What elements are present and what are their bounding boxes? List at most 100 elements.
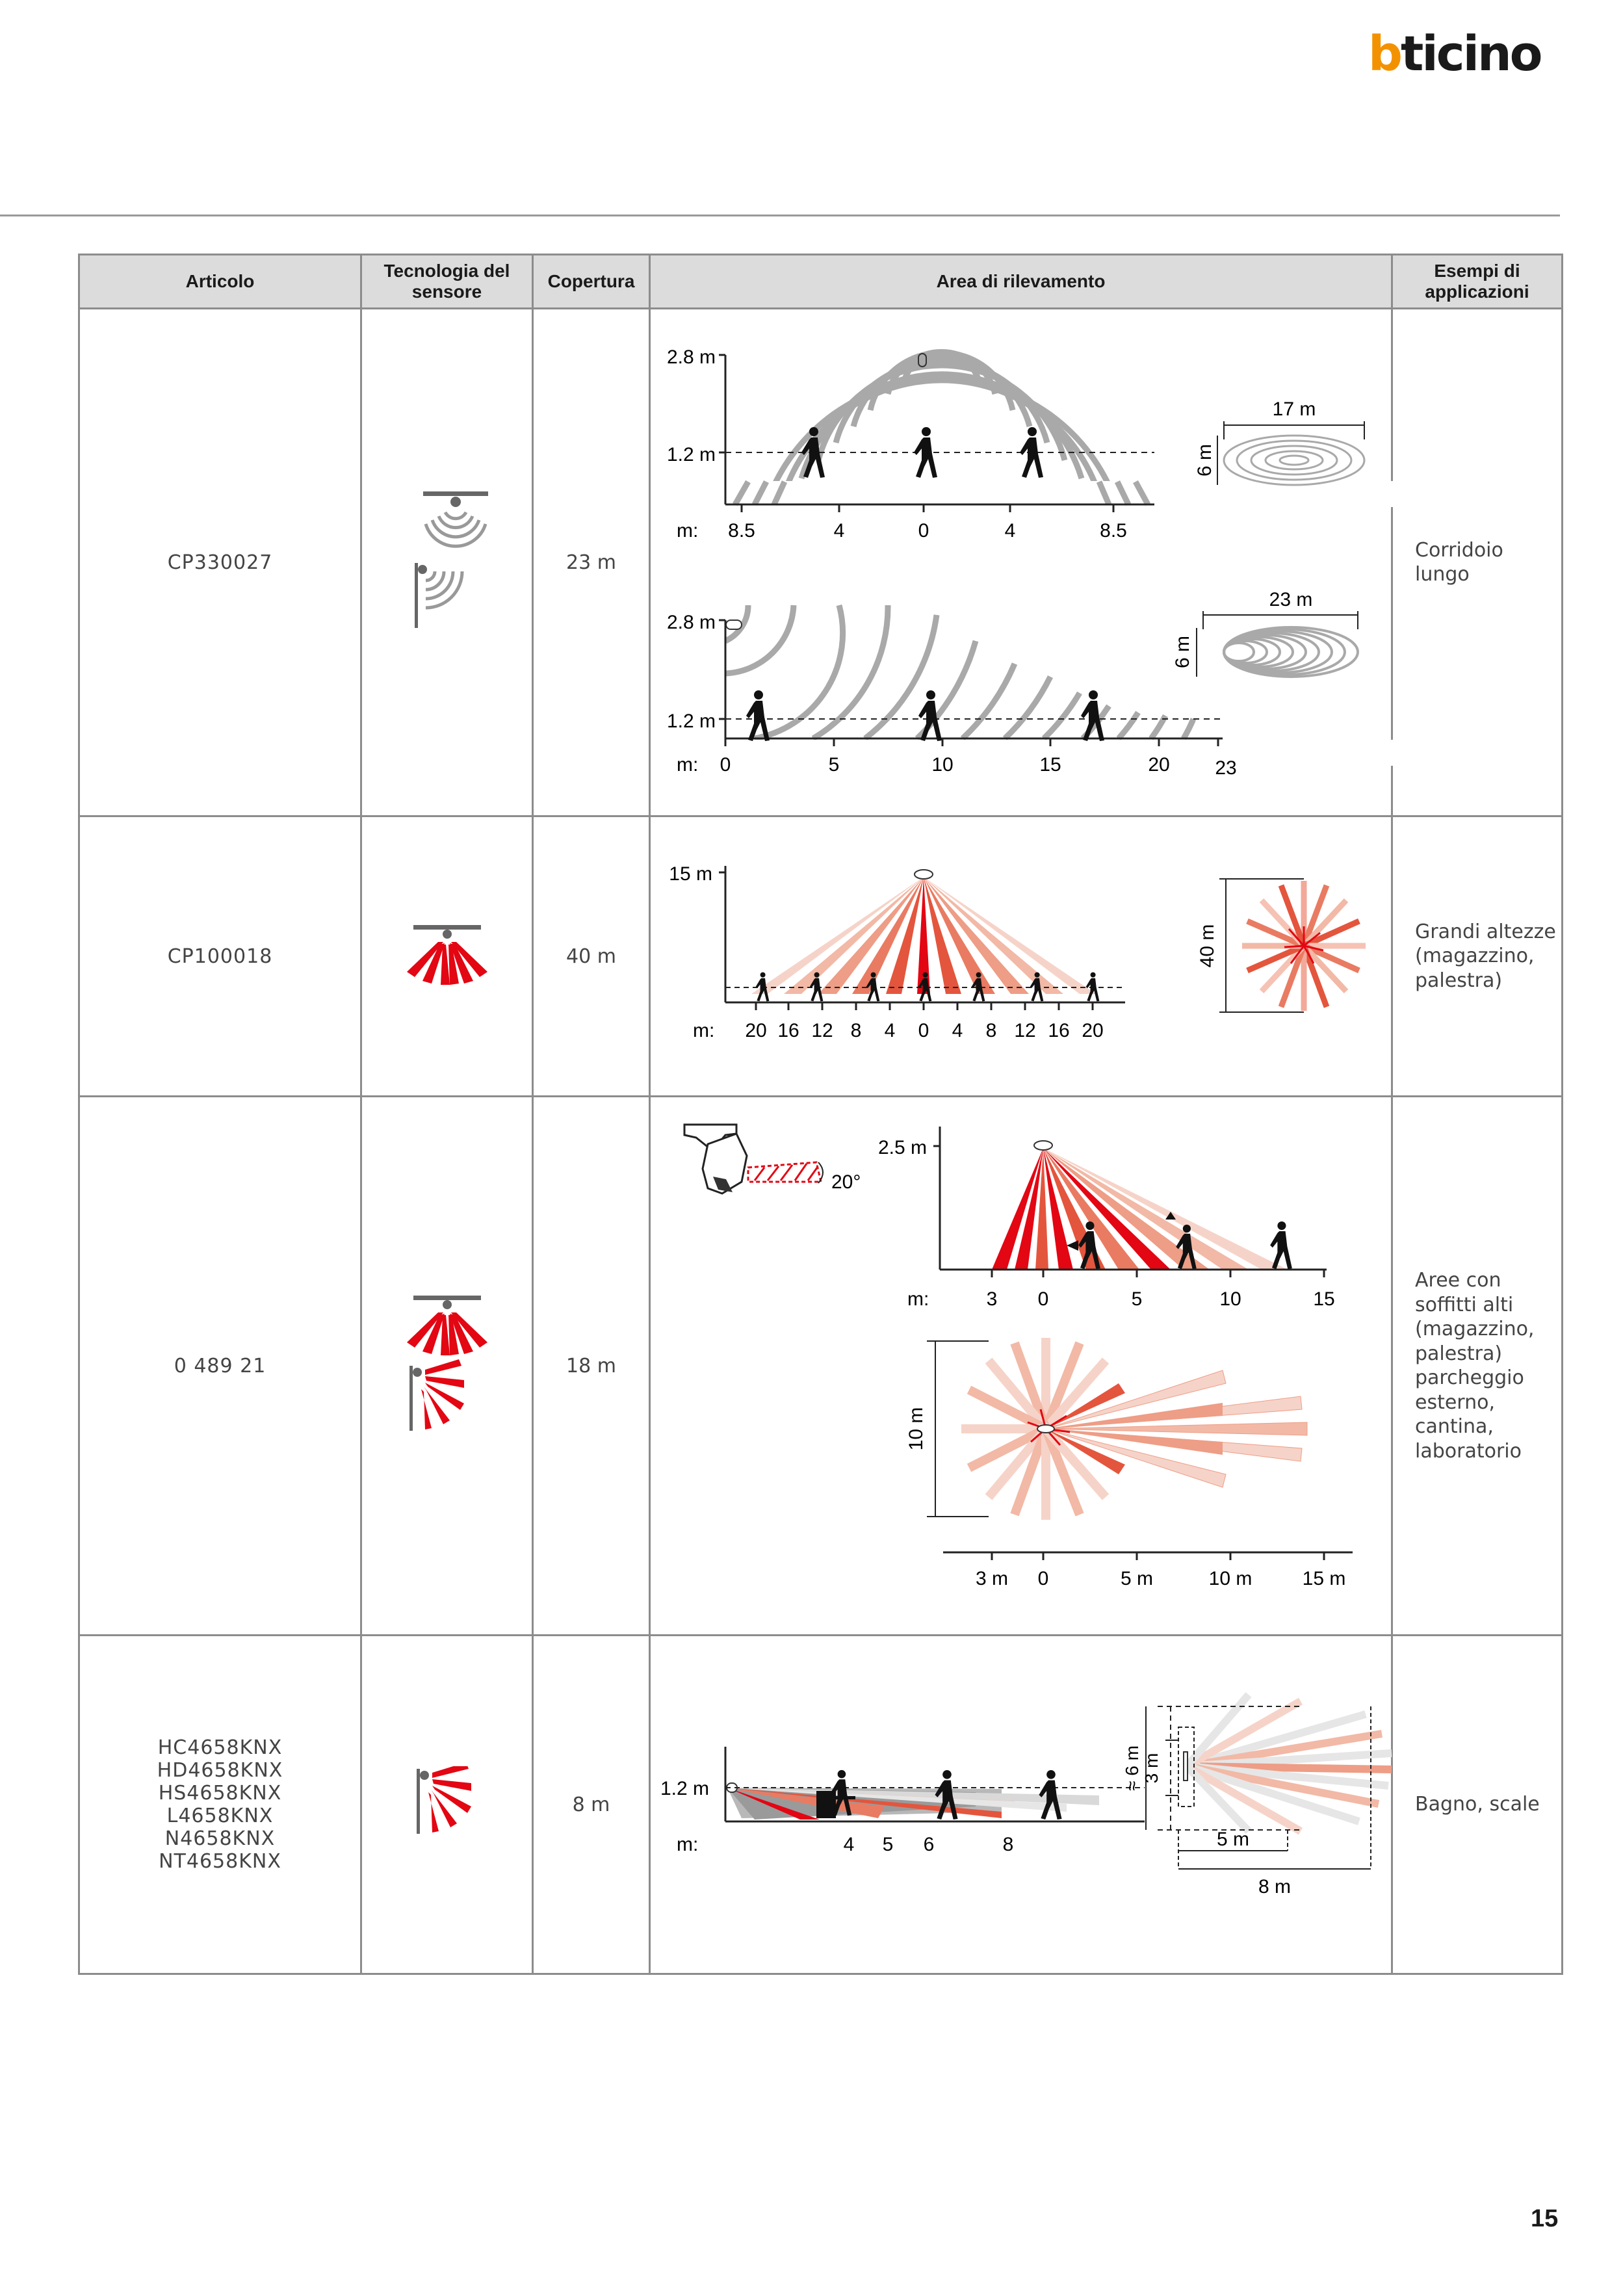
infrared-sensor-icon (406, 1296, 487, 1431)
width-label: 17 m (1273, 398, 1316, 420)
application-cell: Grandi altezze (magazzino, palestra) (1391, 815, 1563, 1097)
approx-depth-label: ≈ 6 m (1122, 1745, 1142, 1791)
tick-label: 6 (924, 1834, 935, 1855)
sensor-head-detail: 20° (683, 1123, 861, 1195)
depth-label: 6 m (1194, 444, 1215, 476)
tick-label: 5 (883, 1834, 894, 1855)
angle-label: 20° (831, 1171, 861, 1193)
article-cell: CP330027 (78, 307, 362, 817)
page-number: 15 (1531, 2205, 1559, 2232)
table-row: CP330027 (78, 307, 1563, 817)
header-area: Area di rilevamento (649, 254, 1393, 309)
article-code: HD4658KNX (157, 1759, 283, 1782)
tick-label: 8 (1003, 1834, 1014, 1855)
inner-width-label: 5 m (1217, 1829, 1249, 1850)
height-label: 1.2 m (660, 1778, 709, 1799)
tick-label: 20 (1148, 754, 1169, 776)
ultrasonic-waves (763, 348, 1120, 506)
tick-label: 15 (1313, 1288, 1334, 1310)
tick-label: 4 (834, 520, 845, 541)
tick-label: 5 (1132, 1288, 1143, 1310)
diameter-label: 40 m (1197, 924, 1218, 968)
technology-cell (360, 1634, 534, 1975)
detection-area-cell: 15 m m: 20 16 12 (649, 815, 1393, 1097)
table-row: HC4658KNX HD4658KNX HS4658KNX L4658KNX N… (78, 1634, 1563, 1975)
side-view: 1.2 m m: 4 5 6 8 (660, 1747, 1145, 1855)
depth-label: 10 m (905, 1407, 927, 1451)
detection-diagram: 2.8 m 1.2 m m: 8.5 4 0 4 8.5 (651, 346, 1393, 779)
axis-prefix: m: (677, 754, 698, 776)
article-code: NT4658KNX (159, 1850, 281, 1873)
detection-diagram: 1.2 m m: 4 5 6 8 (660, 1692, 1392, 1898)
side-view-bottom: 2.8 m 1.2 m m: 0 5 10 15 20 (651, 604, 1393, 779)
table-header-row: Articolo Tecnologia del sensore Copertur… (78, 254, 1563, 309)
plan-view-bottom: 23 m 6 m (1172, 589, 1359, 678)
tick-label: 4 (1005, 520, 1016, 541)
sensor-icon (725, 620, 742, 630)
tick-label: 0 (1038, 1568, 1049, 1589)
plan-view-top: 17 m 6 m (1194, 398, 1366, 486)
tick-label: 16 (1048, 1020, 1069, 1041)
detection-diagram: 20° (683, 1123, 1353, 1589)
person-icon (1085, 972, 1100, 1002)
axis-prefix: m: (907, 1288, 929, 1310)
header-tecnologia: Tecnologia del sensore (360, 254, 534, 309)
tick-label: 5 m (1121, 1568, 1153, 1589)
technology-cell (360, 307, 534, 817)
sensor-icon (1033, 1140, 1053, 1151)
tick-label: 8 (851, 1020, 862, 1041)
tick-label: 4 (885, 1020, 896, 1041)
detection-diagram: 15 m m: 20 16 12 (669, 863, 1366, 1041)
height-label: 2.5 m (878, 1137, 927, 1158)
outer-width-label: 8 m (1258, 1876, 1291, 1898)
sensor-icon (914, 869, 933, 880)
person-icon (746, 690, 770, 741)
coverage-cell: 8 m (532, 1634, 651, 1975)
sensor-icon (1037, 1424, 1055, 1433)
tick-label: 20 (1082, 1020, 1103, 1041)
axis-prefix: m: (693, 1020, 714, 1041)
tick-label: 10 m (1209, 1568, 1253, 1589)
infrared-wall-sensor-icon (416, 1762, 471, 1834)
article-code: L4658KNX (166, 1805, 274, 1827)
article-cell: CP100018 (78, 815, 362, 1097)
article-cell: HC4658KNX HD4658KNX HS4658KNX L4658KNX N… (78, 1634, 362, 1975)
header-copertura: Copertura (532, 254, 651, 309)
tick-label: 5 (829, 754, 840, 776)
technology-cell (360, 815, 534, 1097)
tick-label: 20 (745, 1020, 766, 1041)
coverage-cell: 40 m (532, 815, 651, 1097)
sensor-icon (918, 353, 927, 367)
coverage-cell: 18 m (532, 1095, 651, 1636)
axis-prefix: m: (677, 1834, 698, 1855)
tick-label: 0 (918, 1020, 929, 1041)
table-row: 0 489 21 (78, 1095, 1563, 1636)
height-label: 15 m (669, 863, 712, 885)
sensor-icon (1183, 1751, 1188, 1781)
tick-label: 12 (1014, 1020, 1035, 1041)
tick-label: 4 (844, 1834, 855, 1855)
tick-label: 10 (1219, 1288, 1241, 1310)
infrared-sensor-icon (406, 925, 487, 985)
application-cell: Corridoio lungo (1391, 307, 1563, 817)
detection-area-cell: 1.2 m m: 4 5 6 8 (649, 1634, 1393, 1975)
article-code: HC4658KNX (157, 1736, 283, 1759)
height-label: 2.8 m (667, 612, 716, 633)
height-label: 2.8 m (667, 346, 716, 368)
tick-label: 4 (952, 1020, 963, 1041)
header-esempi: Esempi di applicazioni (1391, 254, 1563, 309)
header-articolo: Articolo (78, 254, 362, 309)
height-label: 1.2 m (667, 711, 716, 732)
side-view-top: 2.8 m 1.2 m m: 8.5 4 0 4 8.5 (651, 346, 1393, 541)
axis-prefix: m: (677, 520, 698, 541)
side-view: 2.5 m m: 3 0 5 10 15 (878, 1127, 1335, 1310)
plan-view: 40 m (1197, 878, 1366, 1013)
application-cell: Bagno, scale (1391, 1634, 1563, 1975)
plan-view: 10 m 3 m 0 5 m 10 m 15 m (905, 1338, 1353, 1589)
inner-depth-label: 3 m (1141, 1753, 1162, 1784)
detection-area-cell: 20° (649, 1095, 1393, 1636)
tick-label: 15 m (1303, 1568, 1346, 1589)
header-rule (0, 215, 1560, 216)
tick-label: 3 (987, 1288, 998, 1310)
tick-label: 0 (720, 754, 731, 776)
